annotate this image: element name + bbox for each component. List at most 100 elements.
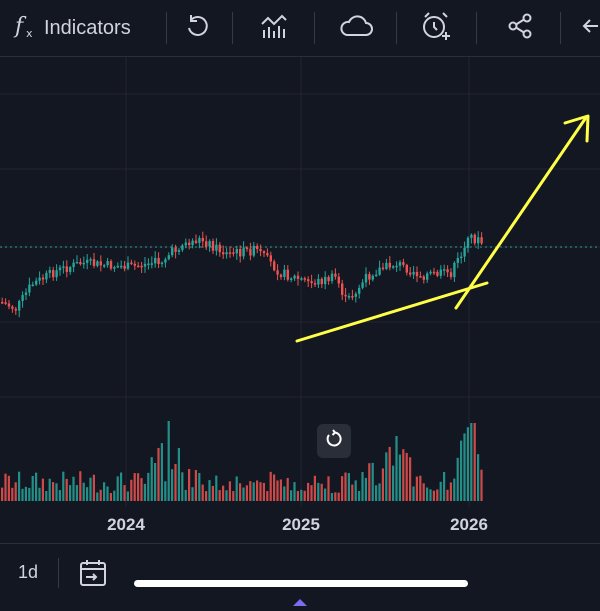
volume-bar	[317, 482, 320, 501]
candle-body	[126, 262, 130, 269]
candle-body	[313, 283, 317, 285]
price-chart[interactable]: 2024 2025 2026	[0, 57, 600, 543]
date-range-icon[interactable]	[78, 558, 108, 593]
add-alert-button[interactable]	[414, 0, 458, 56]
candle-body	[252, 245, 255, 256]
candle-body	[385, 262, 388, 269]
candle-body	[222, 252, 225, 255]
volume-bar	[395, 435, 398, 501]
volume-bar	[123, 485, 126, 501]
candle-body	[65, 266, 68, 272]
candle-body	[473, 234, 476, 244]
volume-bar	[150, 457, 153, 501]
candle-body	[317, 278, 320, 285]
candle-body	[201, 237, 204, 242]
candle-body	[143, 263, 147, 267]
volume-bar	[422, 483, 425, 501]
x-axis-label-2026: 2026	[450, 515, 488, 534]
replay-button[interactable]	[176, 0, 220, 56]
candle-body	[276, 270, 279, 275]
candle-body	[218, 244, 221, 253]
candle-body	[62, 266, 65, 268]
candle-body	[347, 296, 351, 298]
candle-body	[120, 265, 123, 268]
candle-body	[113, 267, 116, 269]
cloud-button[interactable]	[334, 0, 378, 56]
volume-bar	[371, 462, 374, 501]
volume-bar	[239, 483, 242, 501]
chevron-up-icon[interactable]	[292, 593, 308, 611]
candle-body	[232, 252, 235, 254]
candle-body	[99, 261, 102, 266]
candle-body	[368, 274, 371, 280]
candle-body	[375, 274, 378, 277]
candle-body	[477, 237, 480, 244]
candle-body	[463, 247, 466, 257]
cloud-icon	[338, 13, 374, 44]
compare-button[interactable]	[252, 0, 296, 56]
candle-body	[48, 270, 51, 273]
volume-bar	[358, 490, 361, 501]
volume-bar	[181, 472, 184, 501]
volume-bar	[4, 473, 7, 501]
volume-bar	[92, 474, 95, 501]
volume-bar	[191, 487, 194, 501]
interval-button[interactable]: 1d	[18, 562, 39, 582]
volume-bar	[276, 480, 279, 501]
candle-body	[443, 269, 446, 271]
support-trend-line[interactable]	[295, 281, 489, 343]
candle-body	[432, 271, 436, 274]
candle-body	[388, 262, 391, 268]
candle-body	[337, 276, 340, 284]
replay-icon	[184, 12, 212, 45]
bottom-divider	[58, 558, 59, 588]
reset-chart-button[interactable]	[317, 424, 351, 458]
volume-bar	[415, 476, 418, 501]
back-button[interactable]	[578, 0, 600, 56]
candle-body	[103, 265, 106, 267]
volume-bar	[218, 490, 221, 501]
volume-bar	[120, 472, 123, 501]
candle-body	[181, 245, 184, 251]
volume-bar	[313, 475, 316, 501]
volume-bar	[388, 446, 391, 501]
volume-bar	[140, 478, 143, 501]
candle-body	[364, 274, 368, 283]
candle-body	[69, 267, 72, 272]
chart-area[interactable]: 2024 2025 2026	[0, 57, 600, 543]
candle-body	[194, 240, 198, 243]
home-indicator	[134, 580, 468, 587]
candle-body	[456, 258, 459, 263]
candle-body	[208, 241, 211, 247]
volume-bar	[160, 443, 163, 501]
candle-body	[334, 273, 337, 277]
toolbar-divider	[232, 12, 233, 44]
volume-bar	[31, 475, 34, 501]
volume-bar	[296, 491, 299, 501]
volume-bar	[436, 489, 439, 501]
candle-body	[167, 255, 170, 260]
volume-bar	[252, 482, 255, 501]
volume-bar	[320, 483, 323, 501]
candle-body	[358, 287, 361, 294]
volume-bar	[35, 472, 38, 501]
volume-bar	[419, 475, 422, 501]
upward-arrow-line[interactable]	[454, 117, 587, 310]
candle-body	[18, 300, 21, 311]
candle-body	[14, 308, 17, 311]
volume-bar	[449, 482, 452, 501]
volume-bar	[167, 421, 170, 501]
volume-bar	[385, 452, 388, 501]
candle-body	[371, 275, 374, 280]
share-button[interactable]	[498, 0, 542, 56]
volume-bar	[228, 481, 231, 501]
volume-bar	[259, 482, 262, 501]
candle-body	[320, 278, 323, 285]
candle-body	[307, 279, 310, 282]
toolbar-divider	[314, 12, 315, 44]
candle-body	[290, 278, 293, 280]
volume-bar	[113, 490, 116, 501]
